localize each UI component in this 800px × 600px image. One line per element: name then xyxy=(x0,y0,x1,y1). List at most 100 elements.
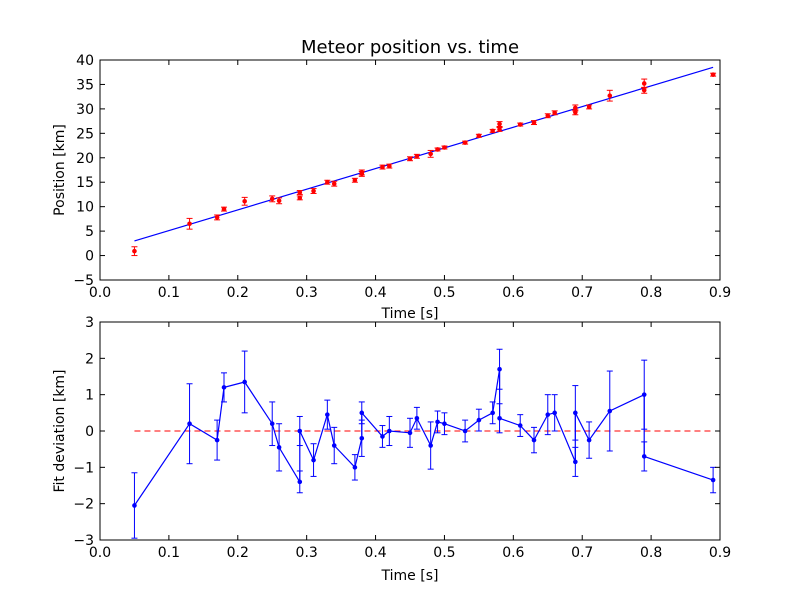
position-y-tick-label: 30 xyxy=(76,102,94,118)
deviation-data-point xyxy=(710,477,716,483)
deviation-x-tick-label: 0.6 xyxy=(502,545,524,561)
position-data-point xyxy=(607,93,613,98)
deviation-data-point xyxy=(311,457,316,463)
position-data-point xyxy=(325,179,330,185)
position-data-point xyxy=(490,128,495,134)
position-y-tick-label: 35 xyxy=(76,77,94,93)
position-data-point xyxy=(517,122,523,127)
position-x-tick-label: 0.7 xyxy=(571,285,593,301)
deviation-x-tick-label: 0.4 xyxy=(364,545,386,561)
position-data-point xyxy=(442,145,447,150)
deviation-data-point xyxy=(545,412,551,417)
position-plot-frame xyxy=(99,59,721,281)
position-panel: Meteor position vs. time 0.0 0.1 0.2 0.3 0.4… xyxy=(52,37,731,322)
position-y-tick-label: 5 xyxy=(85,224,94,240)
deviation-data-point xyxy=(352,465,358,470)
deviation-data-point xyxy=(380,434,385,439)
position-data-point xyxy=(331,181,337,186)
position-data-point xyxy=(297,190,303,195)
position-x-tick-label: 0.4 xyxy=(364,285,386,301)
deviation-y-tick-label: −2 xyxy=(73,497,94,513)
deviation-data-point xyxy=(387,428,392,434)
deviation-data-point xyxy=(641,454,647,459)
position-data-point xyxy=(641,88,647,93)
deviation-y-tick-label: 3 xyxy=(85,315,94,331)
deviation-data-point xyxy=(187,421,192,427)
deviation-data-point xyxy=(407,430,413,436)
deviation-data-point xyxy=(517,423,523,428)
position-data-point xyxy=(311,188,316,194)
deviation-data-point xyxy=(221,385,227,390)
deviation-data-point xyxy=(359,435,365,441)
position-data-point xyxy=(132,248,137,254)
deviation-data-point xyxy=(490,410,495,416)
deviation-data-point xyxy=(242,379,247,385)
deviation-data-point xyxy=(297,428,303,434)
deviation-data-point xyxy=(435,419,440,425)
position-y-tick-label: 10 xyxy=(76,200,94,216)
position-data-point xyxy=(710,72,716,77)
position-data-point xyxy=(497,121,502,127)
deviation-data-point xyxy=(586,437,592,443)
fit-line xyxy=(134,66,714,242)
deviation-data-point xyxy=(359,410,365,416)
deviation-data-point xyxy=(214,437,220,443)
position-data-point xyxy=(476,133,482,139)
chart-title: Meteor position vs. time xyxy=(301,37,519,58)
position-x-axis-label: Time [s] xyxy=(381,306,439,322)
deviation-data-point xyxy=(476,417,482,423)
position-x-tick-label: 0.6 xyxy=(502,285,524,301)
deviation-y-tick-label: 1 xyxy=(85,388,94,404)
deviation-plot-frame xyxy=(99,321,721,541)
position-data-point xyxy=(352,177,358,183)
position-data-point xyxy=(214,215,220,220)
deviation-data-point xyxy=(132,503,137,508)
deviation-data-point xyxy=(462,428,468,434)
position-data-point xyxy=(242,198,247,204)
deviation-y-tick-label: −1 xyxy=(73,460,94,476)
deviation-x-tick-label: 0.3 xyxy=(296,545,318,561)
deviation-data-point xyxy=(607,408,613,414)
position-axis-ticks: 0.0 0.1 0.2 0.3 0.4 0.5 0.6 0.7 0.8 0.9 −5 0 5 10 15 20… xyxy=(73,53,731,301)
position-y-tick-label: −5 xyxy=(73,273,94,289)
position-data-point xyxy=(641,81,647,86)
deviation-data-point xyxy=(331,443,337,448)
position-data-point xyxy=(221,206,227,212)
deviation-data-point xyxy=(497,415,502,421)
deviation-data-point xyxy=(497,366,502,372)
position-data-point xyxy=(435,147,440,152)
position-data-point xyxy=(269,196,275,202)
deviation-y-tick-label: 0 xyxy=(85,424,94,440)
deviation-plot-area xyxy=(131,348,717,539)
position-y-tick-label: 40 xyxy=(76,53,94,69)
deviation-x-tick-label: 0.5 xyxy=(433,545,455,561)
position-plot-area xyxy=(131,66,717,257)
deviation-data-point xyxy=(414,415,420,421)
position-y-tick-label: 25 xyxy=(76,126,94,142)
position-data-point xyxy=(531,120,537,125)
position-data-point xyxy=(187,221,192,227)
deviation-x-tick-label: 0.9 xyxy=(709,545,731,561)
position-x-tick-label: 0.2 xyxy=(227,285,249,301)
position-y-axis-label: Position [km] xyxy=(52,124,68,216)
position-data-point xyxy=(359,170,365,175)
deviation-data-point xyxy=(531,437,537,443)
deviation-x-tick-label: 0.0 xyxy=(89,545,111,561)
position-y-tick-label: 15 xyxy=(76,175,94,191)
deviation-y-tick-label: 2 xyxy=(85,351,94,367)
deviation-data-point xyxy=(297,479,303,485)
deviation-x-tick-label: 0.8 xyxy=(640,545,662,561)
deviation-y-axis-label: Fit deviation [km] xyxy=(52,369,68,492)
deviation-data-point xyxy=(428,443,433,448)
position-data-point xyxy=(428,151,433,157)
deviation-data-point xyxy=(269,421,275,427)
deviation-y-tick-label: −3 xyxy=(73,533,94,549)
deviation-data-point xyxy=(552,410,557,416)
deviation-panel: 0.0 0.1 0.2 0.3 0.4 0.5 0.6 0.7 0.8 0.9 −3 −2 −1 0 1 2 3… xyxy=(52,315,731,584)
position-data-point xyxy=(462,140,468,145)
deviation-data-point xyxy=(442,421,447,427)
position-data-point xyxy=(552,110,557,116)
position-data-point xyxy=(407,156,413,162)
